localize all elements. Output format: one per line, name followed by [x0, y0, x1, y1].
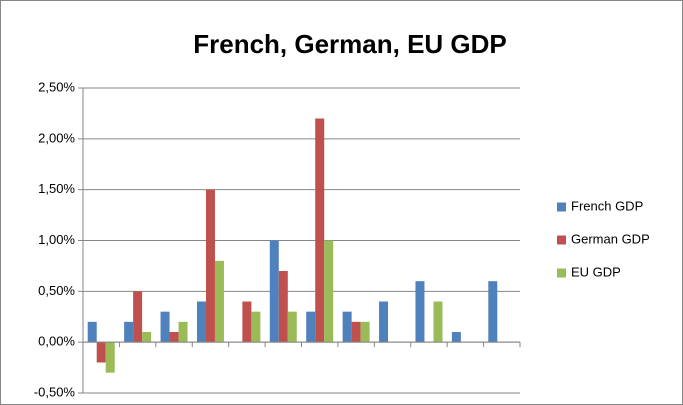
bar	[488, 281, 498, 343]
bar	[433, 301, 443, 343]
y-tick-label: 0,50%	[38, 283, 75, 298]
bar	[278, 271, 288, 343]
bar	[306, 311, 316, 343]
bar	[415, 281, 425, 343]
bar	[169, 332, 179, 343]
y-tick-label: 1,50%	[38, 181, 75, 196]
bar	[142, 332, 152, 343]
y-tick-label: 1,00%	[38, 232, 75, 247]
bar	[315, 118, 325, 343]
legend-swatch	[557, 235, 566, 245]
y-tick-label: -0,50%	[34, 384, 76, 399]
bar	[196, 301, 206, 343]
y-tick-label: 2,00%	[38, 130, 75, 145]
bar	[379, 301, 389, 343]
bar	[251, 311, 261, 343]
bar	[214, 260, 224, 343]
legend-label: French GDP	[571, 198, 643, 213]
bar	[287, 311, 297, 343]
chart-title: French, German, EU GDP	[193, 29, 507, 59]
legend-label: EU GDP	[571, 264, 621, 279]
bar	[105, 342, 115, 373]
bar	[133, 291, 143, 343]
legend-swatch	[557, 202, 566, 212]
bar	[96, 342, 106, 363]
bar	[451, 332, 461, 343]
bar	[160, 311, 170, 343]
bar	[205, 189, 215, 343]
legend-label: German GDP	[571, 231, 650, 246]
bar	[124, 321, 134, 343]
bar	[178, 321, 188, 343]
y-tick-label: 2,50%	[38, 79, 75, 94]
bar	[324, 240, 334, 343]
bar	[87, 321, 97, 343]
bar	[351, 321, 361, 343]
bar	[269, 240, 279, 343]
legend-swatch	[557, 268, 566, 278]
bar	[242, 301, 252, 343]
bar	[342, 311, 352, 343]
bar	[360, 321, 370, 343]
y-tick-label: 0,00%	[38, 334, 75, 349]
